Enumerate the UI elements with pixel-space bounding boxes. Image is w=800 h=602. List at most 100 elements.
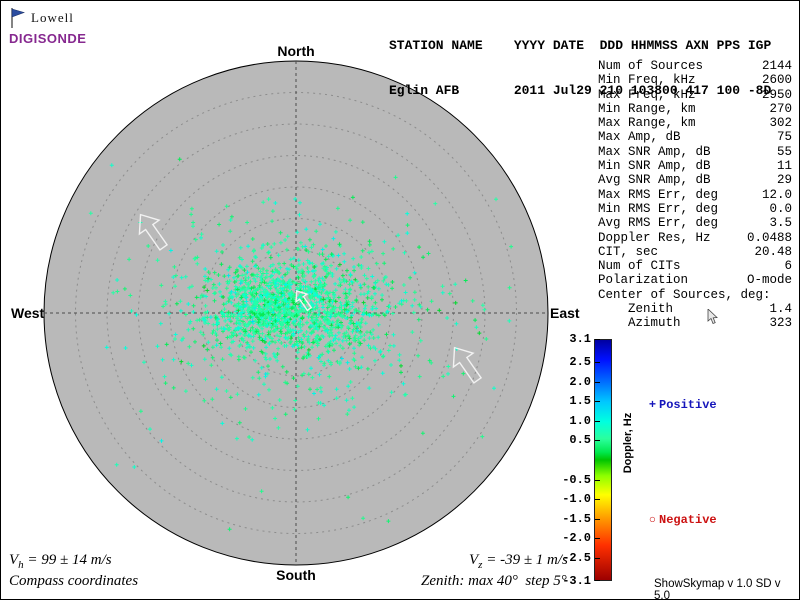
colorbar-tick-label: 2.0 [569, 374, 591, 389]
stat-row: Min SNR Amp, dB 11 [598, 159, 792, 173]
colorbar-tick-mark [595, 518, 600, 520]
colorbar-tick-mark [595, 499, 600, 501]
negative-marker-icon: ○ [648, 513, 657, 527]
legend-negative-label: Negative [659, 513, 717, 527]
stat-row: Max SNR Amp, dB 55 [598, 145, 792, 159]
stat-value: 323 [769, 316, 792, 331]
vz-symbol: V [469, 552, 479, 568]
legend-positive: + Positive [646, 398, 717, 412]
stat-row: Min Freq, kHz 2600 [598, 73, 792, 87]
positive-marker-icon: + [648, 398, 657, 412]
stat-label: Num of Sources [598, 59, 704, 73]
colorbar-tick-mark [595, 580, 600, 581]
stat-label: Avg RMS Err, deg [598, 216, 719, 231]
header-values: Eglin AFB 2011 Jul29 210 103800 417 100 … [389, 83, 772, 98]
stat-value: O-mode [746, 273, 792, 288]
lowell-flag-icon [11, 8, 25, 28]
doppler-colorbar-label: Doppler, Hz [622, 412, 634, 474]
stat-value: 2144 [761, 59, 792, 73]
stat-row: Max Amp, dB 75 [598, 130, 792, 144]
mouse-cursor-icon [707, 309, 718, 325]
header-record-info: STATION NAME YYYY DATE DDD HHMMSS AXN PP… [389, 8, 771, 128]
stat-row: Zenith 1.4 [598, 302, 792, 316]
stat-label: Max RMS Err, deg [598, 187, 719, 202]
stat-label: Center of Sources, deg: [598, 287, 771, 302]
stat-row: Max RMS Err, deg 12.0 [598, 188, 792, 202]
stat-value: 3.5 [769, 216, 792, 231]
stat-label: Doppler Res, Hz [598, 230, 711, 245]
stat-label: Num of CITs [598, 259, 681, 274]
stat-value: 6 [784, 259, 792, 274]
stat-value: 55 [776, 144, 792, 159]
stat-label: Min Range, km [598, 101, 696, 116]
colorbar-tick-mark [595, 339, 600, 340]
stat-row: Polarization O-mode [598, 273, 792, 287]
stat-value: 75 [776, 130, 792, 145]
colorbar-tick-label: 3.1 [569, 332, 591, 346]
colorbar-tick-label: -2.0 [562, 531, 591, 546]
vh-subscript: h [18, 559, 24, 571]
stat-value: 270 [769, 101, 792, 116]
app-version-text: ShowSkymap v 1.0 SD v 5.0 [654, 578, 781, 602]
logo-brand-text: Lowell [31, 10, 74, 25]
coordinate-system-note: Compass coordinates [9, 573, 139, 589]
colorbar-tick-mark [595, 362, 600, 364]
stat-value: 1.4 [769, 302, 792, 317]
compass-label-east: East [550, 305, 580, 321]
stat-row: Doppler Res, Hz 0.0488 [598, 231, 792, 245]
stat-label: Max Amp, dB [598, 130, 681, 145]
stat-value: 302 [769, 116, 792, 131]
source-points [88, 157, 514, 532]
doppler-colorbar [594, 339, 612, 581]
colorbar-tick-label: -1.5 [562, 511, 591, 526]
stat-value: 11 [776, 159, 792, 174]
stat-label: Min Freq, kHz [598, 73, 696, 88]
stat-row: CIT, sec 20.48 [598, 245, 792, 259]
stat-row: Azimuth 323 [598, 316, 792, 330]
vertical-velocity-readout: Vz = -39 ± 1 m/s [469, 552, 568, 571]
colorbar-tick-mark [595, 401, 600, 403]
colorbar-tick-mark [595, 420, 600, 422]
stat-label: Max Range, km [598, 116, 696, 131]
vh-symbol: V [9, 552, 19, 568]
stat-label: Avg SNR Amp, dB [598, 173, 711, 188]
stat-label: Zenith [598, 302, 674, 317]
vz-subscript: z [478, 559, 483, 571]
stat-row: Avg RMS Err, deg 3.5 [598, 216, 792, 230]
stat-label: Min RMS Err, deg [598, 201, 719, 216]
compass-label-south: South [276, 567, 316, 583]
colorbar-tick-label: -0.5 [562, 472, 591, 487]
compass-label-west: West [11, 305, 45, 321]
stat-value: 2950 [761, 87, 792, 102]
colorbar-tick-label: -1.0 [562, 492, 591, 507]
stat-label: Max Freq, kHz [598, 87, 696, 102]
legend-negative: ○ Negative [646, 513, 717, 527]
zenith-range-note: Zenith: max 40° step 5° [421, 573, 567, 589]
stat-label: Polarization [598, 273, 689, 288]
legend-positive-label: Positive [659, 398, 717, 412]
stat-row: Num of CITs 6 [598, 259, 792, 273]
stat-row: Center of Sources, deg: [598, 288, 792, 302]
colorbar-tick-mark [595, 381, 600, 383]
stat-row: Min Range, km 270 [598, 102, 792, 116]
colorbar-tick-label: -2.5 [562, 550, 591, 565]
compass-label-north: North [277, 43, 315, 59]
header-columns: STATION NAME YYYY DATE DDD HHMMSS AXN PP… [389, 38, 772, 53]
vh-value: = 99 ± 14 m/s [23, 552, 112, 568]
colorbar-tick-mark [595, 557, 600, 559]
drift-direction-arrow [295, 290, 313, 312]
stat-label: Min SNR Amp, dB [598, 159, 711, 174]
lowell-digisonde-logo: Lowell DIGISONDE [9, 7, 119, 53]
colorbar-tick-mark [595, 479, 600, 481]
colorbar-tick-mark [595, 440, 600, 442]
stat-row: Avg SNR Amp, dB 29 [598, 173, 792, 187]
horizontal-velocity-readout: Vh = 99 ± 14 m/s [9, 552, 112, 571]
colorbar-tick-label: 1.5 [569, 394, 591, 409]
vz-value: = -39 ± 1 m/s [482, 552, 568, 568]
logo-product-text: DIGISONDE [9, 31, 87, 46]
stat-label: CIT, sec [598, 244, 659, 259]
stat-row: Max Freq, kHz 2950 [598, 88, 792, 102]
stat-row: Num of Sources 2144 [598, 59, 792, 73]
